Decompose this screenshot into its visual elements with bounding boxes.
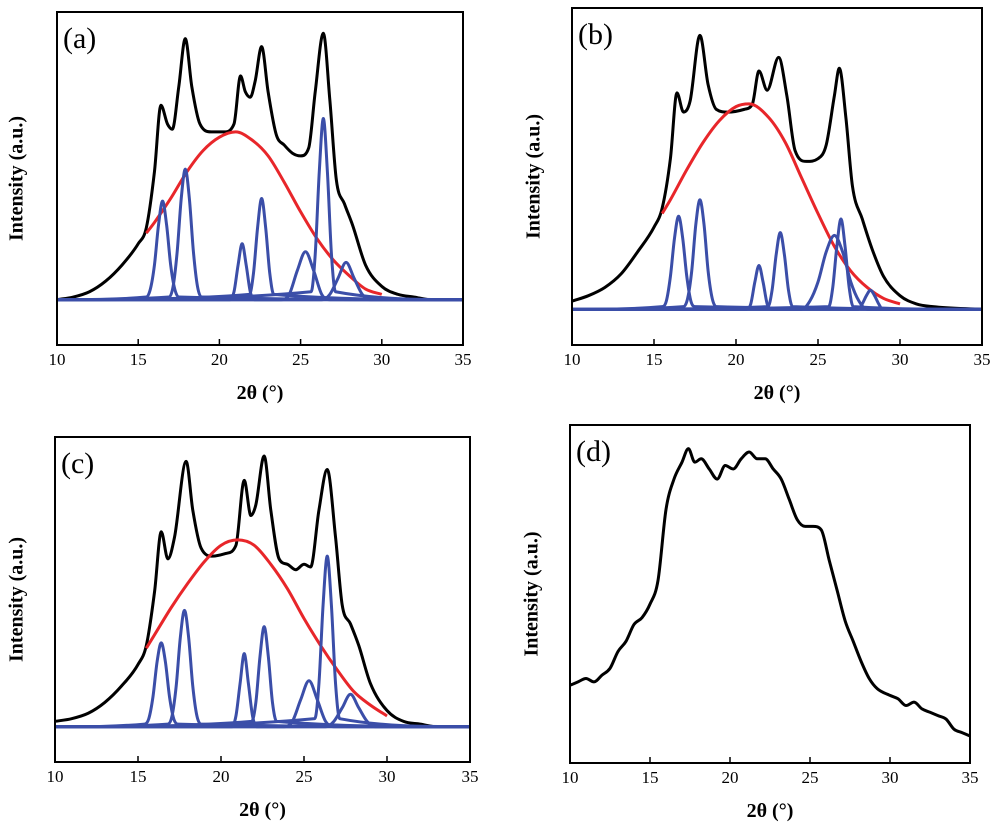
series-line [572, 288, 982, 311]
x-tick-label: 20 [213, 767, 230, 786]
x-tick-label: 30 [373, 350, 390, 369]
x-tick-label: 30 [379, 767, 396, 786]
x-tick-label: 10 [49, 350, 66, 369]
series-line [54, 454, 470, 729]
x-tick-label: 15 [130, 350, 147, 369]
series-line [572, 264, 982, 311]
x-tick-label: 10 [562, 768, 579, 787]
x-tick-label: 35 [462, 767, 479, 786]
series-line [145, 538, 388, 718]
series-line [55, 692, 470, 729]
x-tick-label: 35 [455, 350, 472, 369]
series-line [54, 625, 471, 729]
series-line [569, 447, 971, 738]
series-line [571, 231, 983, 311]
series-line [56, 260, 463, 302]
x-tick-label: 10 [564, 350, 581, 369]
x-tick-label: 15 [130, 767, 147, 786]
plot-frame [56, 11, 464, 346]
panel-label: (a) [63, 22, 96, 55]
x-tick-label: 10 [47, 767, 64, 786]
x-axis-label: 2θ (°) [747, 800, 794, 822]
x-axis-label: 2θ (°) [239, 799, 286, 821]
panel-label: (d) [576, 435, 611, 468]
series-line [54, 554, 471, 729]
panel-label: (c) [61, 447, 94, 480]
x-tick-label: 35 [974, 350, 991, 369]
series-line [571, 198, 983, 311]
x-tick-label: 30 [882, 768, 899, 787]
plot-frame [569, 424, 971, 764]
plot-frame [571, 7, 983, 346]
x-axis-label: 2θ (°) [754, 382, 801, 404]
x-axis-label: 2θ (°) [237, 382, 284, 404]
x-tick-label: 20 [728, 350, 745, 369]
x-tick-label: 15 [642, 768, 659, 787]
x-tick-label: 20 [722, 768, 739, 787]
x-tick-label: 20 [211, 350, 228, 369]
series-line [54, 641, 471, 729]
series-line [56, 117, 464, 302]
x-tick-label: 25 [802, 768, 819, 787]
series-line [56, 31, 463, 302]
panel-label: (b) [578, 18, 613, 51]
x-tick-label: 25 [810, 350, 827, 369]
series-line [56, 196, 464, 302]
x-tick-label: 25 [292, 350, 309, 369]
series-line [571, 214, 983, 311]
x-tick-label: 15 [646, 350, 663, 369]
x-tick-label: 35 [962, 768, 979, 787]
series-line [571, 33, 983, 311]
x-tick-label: 30 [892, 350, 909, 369]
y-axis-label: Intensity (a.u.) [6, 116, 28, 241]
y-axis-label: Intensity (a.u.) [523, 114, 545, 239]
series-line [55, 679, 470, 729]
series-line [660, 102, 901, 306]
y-axis-label: Intensity (a.u.) [521, 531, 543, 656]
plot-frame [54, 436, 471, 763]
series-line [56, 250, 463, 302]
series-line [571, 217, 983, 311]
y-axis-label: Intensity (a.u.) [6, 537, 28, 662]
series-line [56, 167, 464, 302]
x-tick-label: 25 [296, 767, 313, 786]
